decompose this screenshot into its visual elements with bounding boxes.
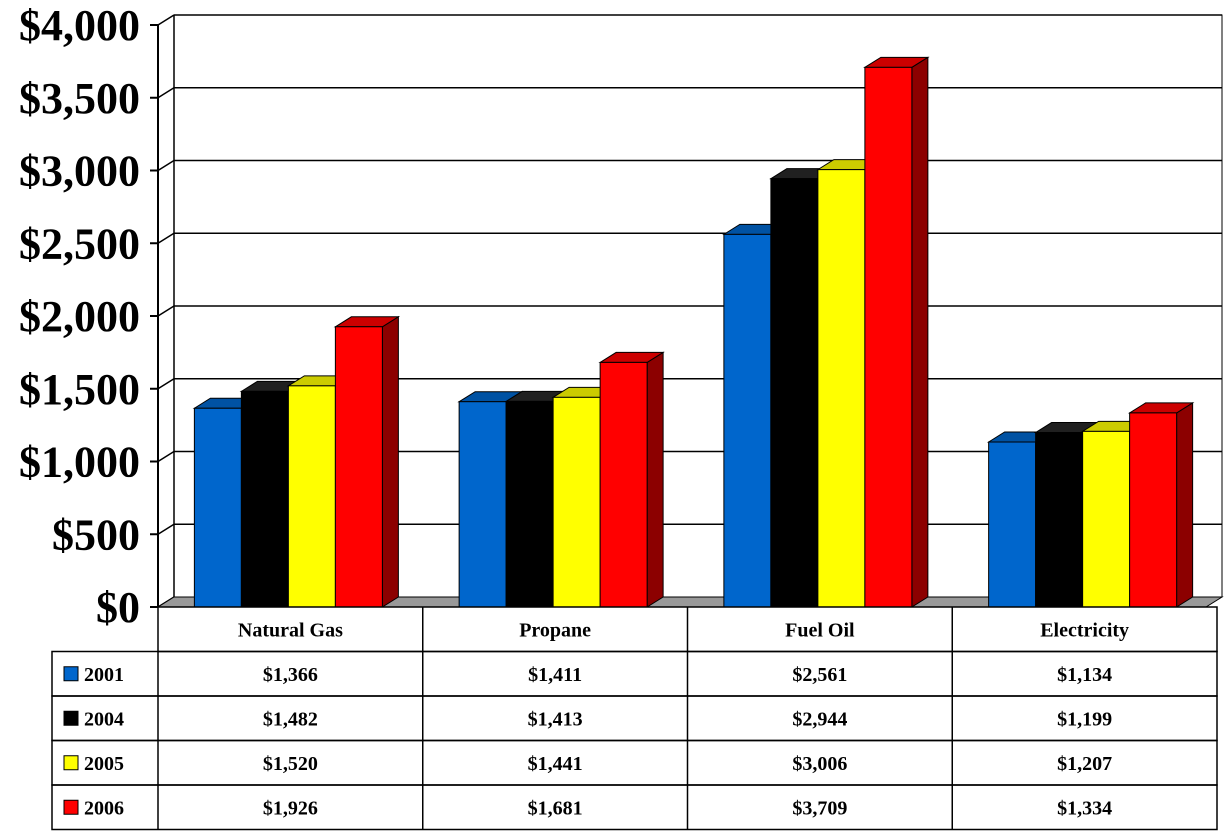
y-tick-label: $2,000 [19,292,140,341]
legend-label: 2001 [84,664,124,686]
bar [333,315,401,608]
y-tick-label: $3,500 [19,74,140,123]
wall-gridline [157,159,175,172]
bar-side [646,351,664,608]
table-value-cell: $3,006 [792,753,847,775]
table-header-cell: Propane [519,619,591,641]
table-value-cell: $1,413 [528,708,583,730]
y-tick-label: $500 [52,510,140,559]
bar-front [599,361,648,608]
bar-front [1082,430,1131,608]
bar-front [458,401,507,608]
bar-front [864,66,913,608]
table-value-cell: $1,207 [1057,753,1112,775]
table-value-cell: $1,926 [263,797,318,819]
y-tick-label: $1,000 [19,438,140,487]
bar-front [1035,432,1084,608]
table-value-cell: $1,366 [263,664,318,686]
bar-side [911,56,929,608]
bar-front [817,169,866,608]
bar [598,351,665,608]
bar-front [505,400,554,608]
table-value-cell: $1,441 [528,753,583,775]
wall-gridline [157,232,175,244]
data-table: Natural Gas Propane Fuel Oil Electricity 200… [51,606,1218,831]
table-value-cell: $2,944 [792,708,847,730]
y-tick-labels: $0 $500 $1,000 $1,500 $2,000 $2,500 $3,000 $3,5… [19,1,140,632]
bar-front [240,390,289,608]
legend-key [63,799,79,815]
y-tick-label: $2,500 [19,219,140,268]
table-value-cell: $1,520 [263,753,318,775]
table-value-cell: $2,561 [792,664,847,686]
bar-front [334,326,383,608]
bar-front [193,407,242,608]
legend-label: 2006 [84,797,124,819]
y-tick-label: $4,000 [19,1,140,50]
axes [150,15,1224,608]
wall-gridline [157,450,175,463]
table-row [51,650,1218,697]
table-value-cell: $3,709 [792,797,847,819]
wall-gridline [157,305,175,317]
table-row [51,695,1218,742]
table-value-cell: $1,134 [1057,664,1112,686]
legend-label: 2004 [84,708,124,730]
bar-side [1176,402,1194,608]
table-value-cell: $1,199 [1057,708,1112,730]
wall-gridline [157,87,175,99]
wall-gridline [157,378,175,390]
table-row [51,739,1218,786]
y-tick-label: $3,000 [19,147,140,196]
table-value-cell: $1,482 [263,708,318,730]
bar-side [381,315,399,608]
table-header-cell: Natural Gas [238,619,343,641]
table-value-cell: $1,681 [528,797,583,819]
bar-front [770,178,819,608]
bar-front [287,385,336,608]
bar-front [1129,412,1178,608]
wall-gridline [157,14,175,26]
legend-key [63,710,79,726]
legend-label: 2005 [84,753,124,775]
table-value-cell: $1,334 [1057,797,1112,819]
bar-front [552,396,601,608]
y-tick-label: $1,500 [19,365,140,414]
bar-front [723,233,772,608]
table-header-cell: Electricity [1040,619,1129,641]
table-value-cell: $1,411 [528,664,582,686]
bars [192,56,1195,608]
bar-front [988,441,1037,608]
bar [1127,402,1195,608]
legend-key [63,755,79,771]
wall-gridline [157,523,175,535]
table-row [51,784,1218,831]
bar [863,56,930,608]
legend-key [63,666,79,682]
y-tick-label: $0 [96,583,140,632]
table-header-cell: Fuel Oil [785,619,855,641]
